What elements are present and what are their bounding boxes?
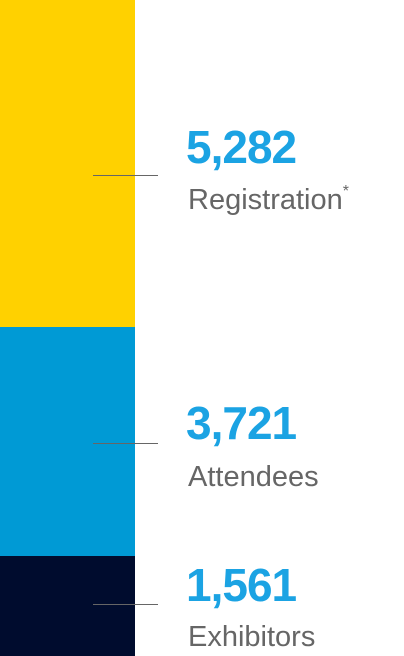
stat-label: Registration* (188, 183, 349, 216)
stat-value: 1,561 (186, 559, 297, 611)
stat-label: Exhibitors (188, 621, 316, 653)
registration-segment (0, 0, 135, 327)
exhibitors-segment (0, 556, 135, 656)
footnote-mark: * (342, 183, 349, 200)
connector (93, 175, 158, 176)
stat-label-text: Registration (188, 184, 343, 216)
connector (93, 443, 158, 444)
stat-label: Attendees (188, 461, 319, 493)
stat-value: 5,282 (186, 121, 297, 173)
attendees-segment (0, 327, 135, 556)
connector (93, 604, 158, 605)
stat-value: 3,721 (186, 397, 297, 449)
